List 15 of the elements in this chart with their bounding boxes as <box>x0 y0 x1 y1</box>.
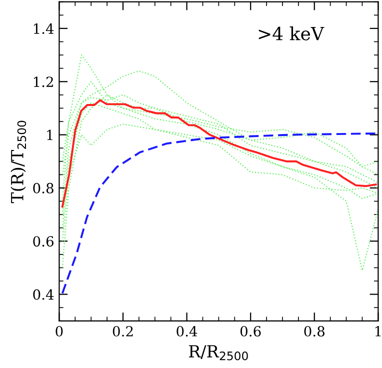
x-tick-label: 0.4 <box>176 326 198 337</box>
y-tick-label: 1.2 <box>34 76 53 88</box>
x-tick-label: 1 <box>375 326 381 336</box>
x-tick-label: 0.6 <box>240 326 261 337</box>
x-axis-title: R/R$_{2500}$ <box>189 345 248 360</box>
x-tick-label: 0.8 <box>304 326 324 337</box>
y-tick-label: 1 <box>47 130 52 140</box>
y-tick-label: 1.4 <box>34 23 54 34</box>
y-tick-label: 0.8 <box>33 182 54 194</box>
y-tick-label: 0.6 <box>33 236 54 247</box>
annotation: >4 keV <box>258 26 324 40</box>
x-tick-label: 0.2 <box>112 326 133 337</box>
y-axis-title: T(R)/T$_{2500}$ <box>10 120 26 204</box>
x-tick-label: 0 <box>56 326 63 337</box>
y-tick-label: 0.4 <box>33 289 54 300</box>
